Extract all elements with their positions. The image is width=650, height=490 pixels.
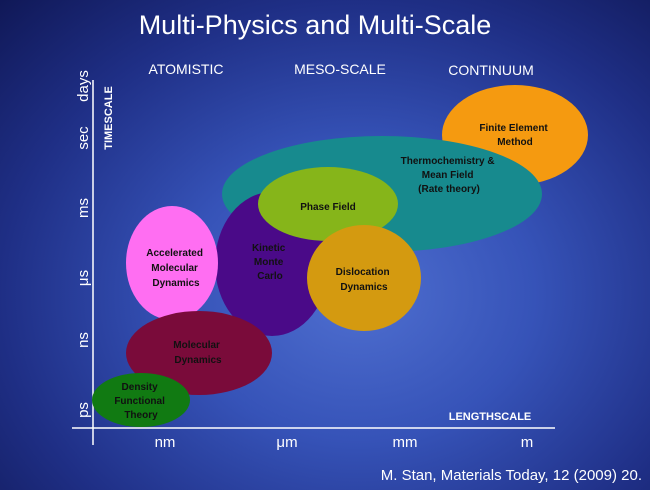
thermochemistry-label-line: Mean Field xyxy=(422,170,474,181)
accelerated-md-label-line: Molecular xyxy=(151,263,198,274)
molecular-dynamics-label: Molecular Dynamics xyxy=(173,340,222,366)
thermochemistry-label-line: (Rate theory) xyxy=(418,184,480,195)
finite-element-label: Finite Element Method xyxy=(479,123,550,148)
accelerated-md-label-line: Accelerated xyxy=(146,248,203,259)
method-molecular-dynamics xyxy=(126,311,272,395)
md-label-line: Molecular xyxy=(173,340,220,351)
y-tick-ns: ns xyxy=(75,332,92,348)
y-tick-sec: sec xyxy=(75,126,92,150)
dft-label-line: Functional xyxy=(114,396,165,407)
dislocation-dynamics-ellipse xyxy=(307,225,421,331)
kmc-label-line: Carlo xyxy=(257,271,283,282)
dft-label-line: Theory xyxy=(124,410,158,421)
x-tick-mm: mm xyxy=(393,434,418,451)
dft-label: Density Functional Theory xyxy=(114,382,167,421)
y-tick-us: μs xyxy=(75,270,92,286)
accelerated-md-ellipse xyxy=(126,206,218,320)
x-axis-title: LENGTHSCALE xyxy=(449,411,532,423)
region-continuum: CONTINUUM xyxy=(448,62,534,78)
method-dislocation-dynamics xyxy=(307,225,421,331)
x-tick-m: m xyxy=(521,434,534,451)
citation: M. Stan, Materials Today, 12 (2009) 20. xyxy=(381,467,642,484)
dft-label-line: Density xyxy=(122,382,159,393)
y-tick-ps: ps xyxy=(75,402,92,418)
y-tick-days: days xyxy=(75,70,92,102)
kmc-label-line: Monte xyxy=(254,257,284,268)
molecular-dynamics-ellipse xyxy=(126,311,272,395)
method-dft xyxy=(92,373,190,427)
dft-ellipse xyxy=(92,373,190,427)
phase-field-label-line: Phase Field xyxy=(300,202,356,213)
x-tick-nm: nm xyxy=(155,434,176,451)
kmc-label-line: Kinetic xyxy=(252,243,286,254)
accelerated-md-label: Accelerated Molecular Dynamics xyxy=(146,248,205,289)
phase-field-label: Phase Field xyxy=(300,202,356,213)
method-phase-field xyxy=(258,167,398,241)
accelerated-md-label-line: Dynamics xyxy=(152,278,200,289)
finite-element-label-line: Method xyxy=(497,137,533,148)
y-axis-title: TIMESCALE xyxy=(103,86,115,150)
slide-title: Multi-Physics and Multi-Scale xyxy=(139,10,492,40)
dislocation-label-line: Dynamics xyxy=(340,282,388,293)
y-tick-ms: ms xyxy=(75,198,92,218)
thermochemistry-label-line: Thermochemistry & xyxy=(401,156,495,167)
method-accelerated-md xyxy=(126,206,218,320)
thermochemistry-label: Thermochemistry & Mean Field (Rate theor… xyxy=(401,156,498,195)
x-tick-um: μm xyxy=(276,434,297,451)
finite-element-label-line: Finite Element xyxy=(479,123,548,134)
kinetic-monte-carlo-label: Kinetic Monte Carlo xyxy=(252,243,288,282)
dislocation-dynamics-label: Dislocation Dynamics xyxy=(336,267,393,293)
dislocation-label-line: Dislocation xyxy=(336,267,390,278)
region-mesoscale: MESO-SCALE xyxy=(294,61,386,77)
md-label-line: Dynamics xyxy=(174,355,222,366)
phase-field-ellipse xyxy=(258,167,398,241)
region-atomistic: ATOMISTIC xyxy=(149,61,224,77)
